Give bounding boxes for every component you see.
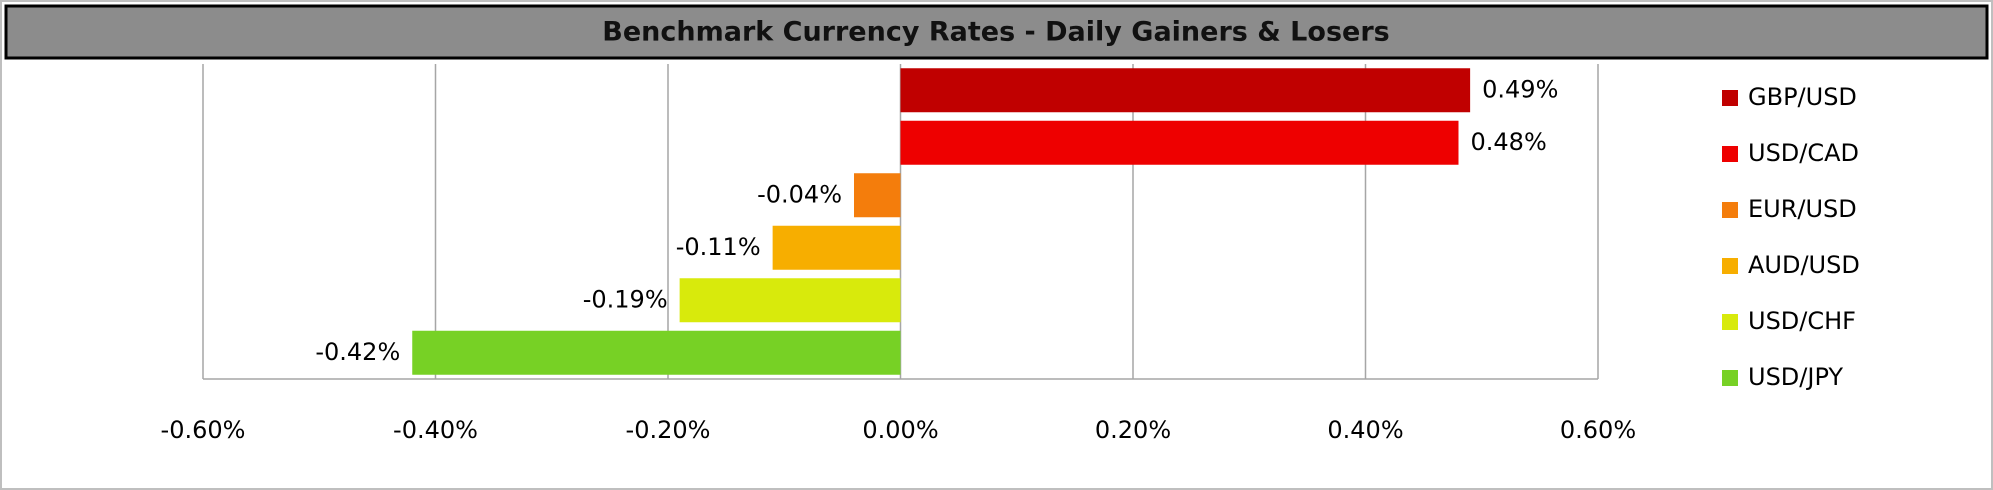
legend-marker: [1722, 370, 1738, 386]
legend-label: EUR/USD: [1748, 195, 1857, 223]
legend-label: GBP/USD: [1748, 83, 1857, 111]
x-tick-label: 0.60%: [1560, 416, 1636, 444]
bar: [772, 225, 901, 270]
x-tick-label: -0.20%: [626, 416, 711, 444]
bar: [412, 330, 901, 375]
bar: [679, 278, 901, 323]
legend-marker: [1722, 202, 1738, 218]
x-tick-label: -0.40%: [393, 416, 478, 444]
legend-label: USD/CHF: [1748, 307, 1856, 335]
x-tick-label: -0.60%: [161, 416, 246, 444]
bar: [900, 120, 1459, 165]
chart-title: Benchmark Currency Rates - Daily Gainers…: [602, 17, 1389, 48]
legend-marker: [1722, 314, 1738, 330]
bar: [854, 173, 901, 218]
data-label: -0.04%: [757, 180, 842, 208]
data-label: -0.11%: [676, 233, 761, 261]
legend-label: AUD/USD: [1748, 251, 1860, 279]
legend-marker: [1722, 90, 1738, 106]
legend-label: USD/JPY: [1748, 363, 1843, 391]
x-tick-label: 0.20%: [1095, 416, 1171, 444]
x-tick-label: 0.00%: [862, 416, 938, 444]
legend-label: USD/CAD: [1748, 139, 1859, 167]
x-tick-label: 0.40%: [1327, 416, 1403, 444]
data-label: -0.19%: [583, 285, 668, 313]
legend-marker: [1722, 258, 1738, 274]
data-label: 0.49%: [1482, 75, 1558, 103]
bar: [900, 68, 1471, 113]
title-bar: [4, 4, 1989, 60]
legend-marker: [1722, 146, 1738, 162]
data-label: -0.42%: [315, 338, 400, 366]
data-label: 0.48%: [1471, 128, 1547, 156]
